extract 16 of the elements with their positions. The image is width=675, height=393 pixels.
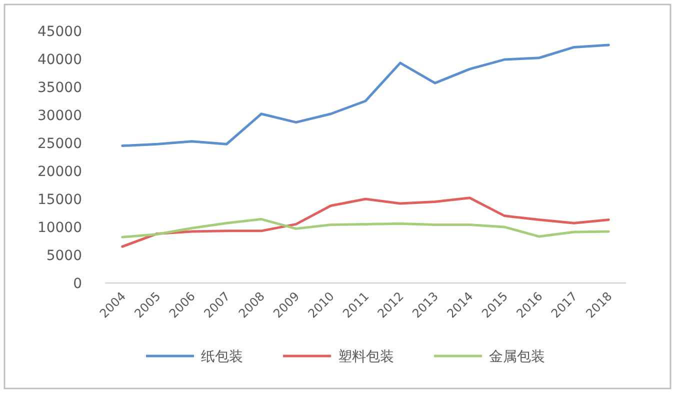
y-tick-label: 0 (73, 276, 82, 292)
y-tick-label: 45000 (37, 24, 82, 40)
y-tick-label: 40000 (37, 52, 82, 68)
y-tick-label: 30000 (37, 108, 82, 124)
y-tick-label: 15000 (37, 192, 82, 208)
y-tick-label: 20000 (37, 164, 82, 180)
legend-label: 纸包装 (201, 349, 243, 365)
y-tick-label: 25000 (37, 136, 82, 152)
y-tick-label: 5000 (46, 248, 82, 264)
y-tick-label: 35000 (37, 80, 82, 96)
legend-label: 塑料包装 (338, 349, 394, 365)
line-series (121, 196, 610, 248)
legend-label: 金属包装 (489, 349, 545, 365)
y-tick-label: 10000 (37, 220, 82, 236)
line-series (121, 218, 610, 238)
line-series (121, 44, 610, 148)
